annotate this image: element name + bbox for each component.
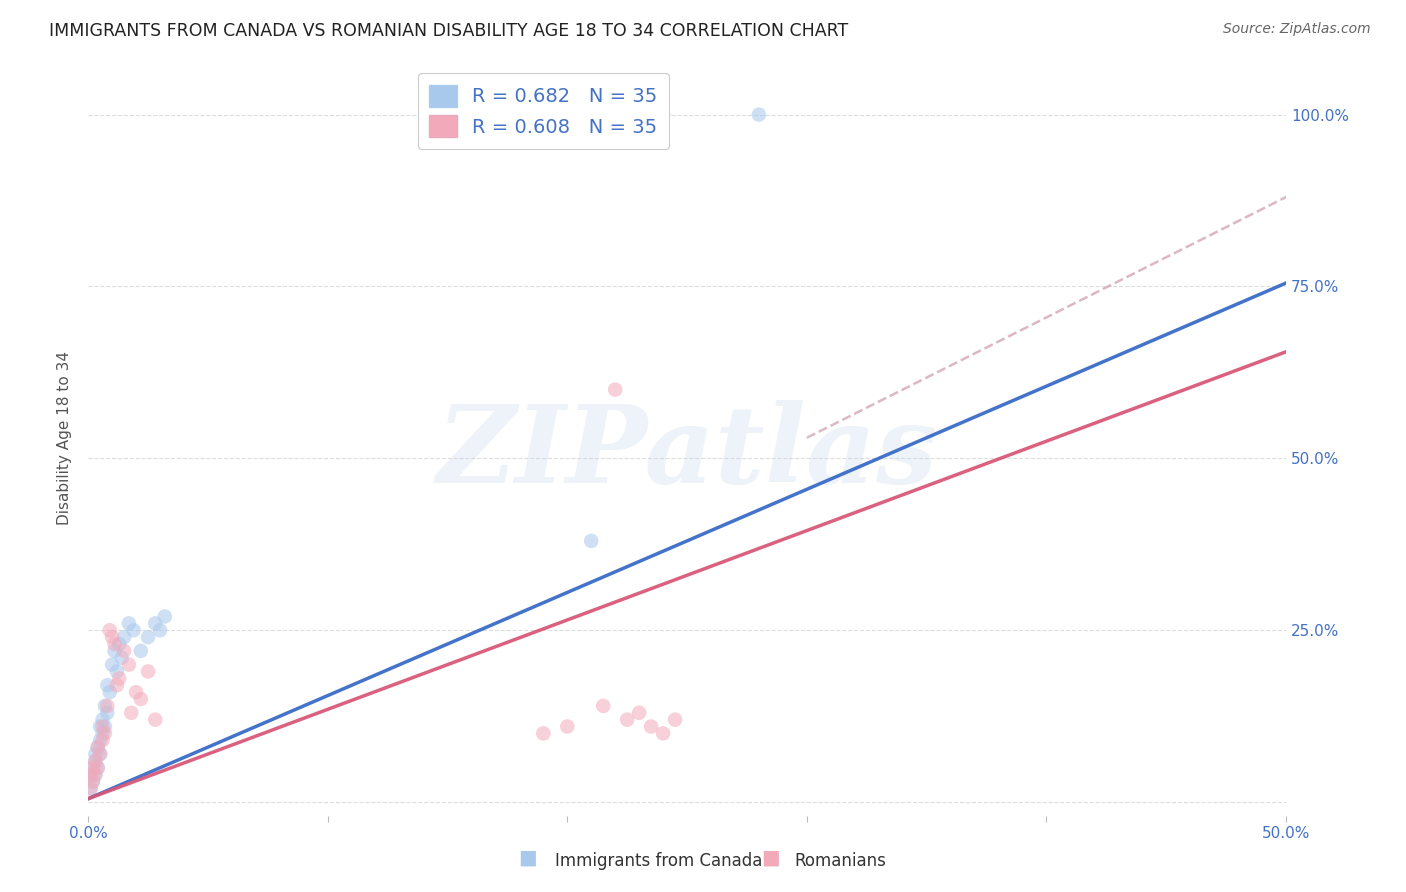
Point (103, 644, 125, 658)
Point (84, 767, 107, 781)
Point (112, 644, 135, 658)
Text: Romanians: Romanians (794, 852, 886, 870)
Point (89, 719, 111, 733)
Point (82, 761, 104, 775)
Point (136, 630, 159, 644)
Point (96, 678, 118, 692)
Point (91, 733, 114, 747)
Point (118, 616, 141, 631)
Point (129, 692, 152, 706)
Point (122, 624, 145, 638)
Point (82, 774, 104, 789)
Point (79, 781, 101, 796)
Text: Source: ZipAtlas.com: Source: ZipAtlas.com (1223, 22, 1371, 37)
Text: IMMIGRANTS FROM CANADA VS ROMANIAN DISABILITY AGE 18 TO 34 CORRELATION CHART: IMMIGRANTS FROM CANADA VS ROMANIAN DISAB… (49, 22, 848, 40)
Point (84, 754, 107, 768)
Point (103, 637, 125, 651)
Point (96, 698, 118, 713)
Point (640, 719, 662, 733)
Y-axis label: Disability Age 18 to 34: Disability Age 18 to 34 (58, 351, 72, 524)
Point (664, 713, 686, 727)
Point (98, 624, 121, 638)
Point (87, 740, 110, 755)
Point (652, 107, 675, 121)
Point (96, 706, 118, 720)
Point (531, 726, 554, 740)
Point (84, 747, 107, 761)
Text: Immigrants from Canada: Immigrants from Canada (555, 852, 762, 870)
Point (94, 719, 117, 733)
Point (79, 767, 101, 781)
Point (592, 698, 614, 713)
Point (605, 383, 627, 397)
Point (98, 685, 121, 699)
Point (79, 781, 101, 796)
Point (136, 665, 159, 679)
Point (108, 672, 131, 686)
Point (581, 533, 603, 548)
Point (89, 733, 111, 747)
Legend: R = 0.682   N = 35, R = 0.608   N = 35: R = 0.682 N = 35, R = 0.608 N = 35 (418, 73, 669, 149)
Point (91, 726, 114, 740)
Point (89, 747, 111, 761)
Point (125, 685, 148, 699)
Point (652, 726, 675, 740)
Point (82, 774, 104, 789)
Point (101, 630, 124, 644)
Point (143, 713, 166, 727)
Point (87, 761, 110, 775)
Point (118, 657, 141, 672)
Point (153, 609, 176, 624)
Point (111, 650, 134, 665)
Point (101, 657, 124, 672)
Point (108, 637, 131, 651)
Point (581, 107, 603, 121)
Point (82, 761, 104, 775)
Point (149, 624, 172, 638)
Point (105, 665, 128, 679)
Point (91, 713, 114, 727)
Point (129, 644, 152, 658)
Point (91, 719, 114, 733)
Point (84, 767, 107, 781)
Text: ▪: ▪ (517, 843, 537, 872)
Point (555, 719, 578, 733)
Point (94, 726, 117, 740)
Point (84, 754, 107, 768)
Point (87, 761, 110, 775)
Point (79, 767, 101, 781)
Point (87, 740, 110, 755)
Point (120, 706, 142, 720)
Point (94, 698, 117, 713)
Point (89, 747, 111, 761)
Point (616, 713, 638, 727)
Point (628, 706, 651, 720)
Point (143, 616, 166, 631)
Point (112, 630, 135, 644)
Point (105, 678, 128, 692)
Text: ZIPatlas: ZIPatlas (436, 400, 938, 506)
Text: ▪: ▪ (761, 843, 780, 872)
Point (748, 107, 770, 121)
